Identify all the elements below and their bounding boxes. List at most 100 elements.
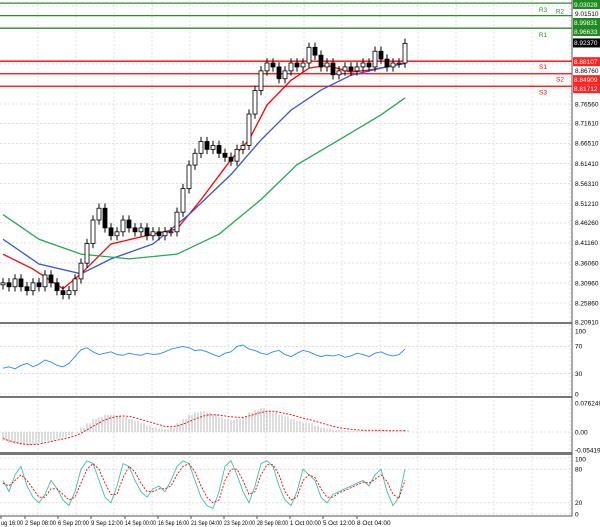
pane-separator bbox=[0, 452, 572, 455]
time-tick-label: 6 Sep 20:00 bbox=[58, 520, 89, 527]
candle-body bbox=[372, 50, 378, 68]
level-label-s1: S1 bbox=[539, 64, 547, 71]
candle-body bbox=[360, 62, 366, 68]
candle-body bbox=[216, 145, 222, 154]
candle-body bbox=[276, 66, 282, 80]
candle-body bbox=[336, 70, 342, 76]
candle-body bbox=[288, 62, 294, 72]
candle-body bbox=[240, 145, 246, 150]
moving-average-line-2 bbox=[2, 97, 406, 260]
candle-body bbox=[390, 62, 396, 68]
time-tick-label: 8 Oct 04:00 bbox=[357, 520, 391, 527]
candle-body bbox=[180, 188, 186, 213]
price-tick-label: 8.20910 bbox=[575, 320, 599, 327]
candle-body bbox=[246, 113, 252, 146]
candle-body bbox=[192, 152, 198, 166]
rsi-tick-label: 70 bbox=[575, 344, 583, 351]
level-price-label: 9.03028 bbox=[574, 2, 598, 9]
price-tick-label: 8.30960 bbox=[575, 280, 599, 287]
candle-body bbox=[120, 219, 126, 233]
stochastic-tick-label: 100 bbox=[575, 456, 586, 463]
candle-body bbox=[402, 42, 408, 64]
rsi-tick-label: 0 bbox=[575, 391, 579, 398]
stochastic-k-line bbox=[2, 460, 406, 510]
candle-body bbox=[330, 62, 336, 76]
price-tick-label: 8.66510 bbox=[575, 141, 599, 148]
candle-body bbox=[144, 227, 150, 237]
price-tick-label: 8.56310 bbox=[575, 181, 599, 188]
time-tick-label: 1 Oct 00:00 bbox=[290, 520, 321, 527]
candle-body bbox=[60, 290, 66, 296]
candle-body bbox=[30, 282, 36, 292]
candle-body bbox=[174, 211, 180, 233]
price-tick-label: 8.36060 bbox=[575, 260, 599, 267]
price-tick-label: 8.25860 bbox=[575, 300, 599, 307]
candle-body bbox=[324, 62, 330, 68]
rsi-pane bbox=[0, 325, 572, 395]
stochastic-tick-label: 0 bbox=[575, 511, 579, 518]
candle-body bbox=[42, 274, 48, 288]
candle-body bbox=[78, 262, 84, 280]
candle-body bbox=[354, 66, 360, 72]
candle-body bbox=[96, 207, 102, 221]
price-tick-label: 8.61410 bbox=[575, 161, 599, 168]
time-tick-label: 14 Sep 00:00 bbox=[125, 520, 156, 527]
candle-body bbox=[48, 274, 54, 284]
macd-pane bbox=[0, 408, 572, 446]
level-label-r1: R1 bbox=[539, 32, 548, 39]
macd-signal-line bbox=[2, 410, 405, 446]
candle-body bbox=[54, 282, 60, 292]
candle-body bbox=[258, 70, 264, 91]
candle-body bbox=[282, 70, 288, 80]
candle-body bbox=[156, 231, 162, 237]
candle-body bbox=[300, 62, 306, 68]
candle-body bbox=[306, 46, 312, 64]
level-price-label: 8.88107 bbox=[574, 59, 598, 66]
level-price-label: 8.84909 bbox=[574, 77, 598, 84]
level-price-box bbox=[573, 57, 600, 67]
level-label-s3: S3 bbox=[539, 89, 547, 96]
level-price-box bbox=[573, 0, 600, 9]
stochastic-tick-label: 20 bbox=[575, 500, 583, 507]
candle-body bbox=[168, 231, 174, 234]
candle-body bbox=[234, 148, 240, 162]
candle-body bbox=[132, 227, 138, 233]
candle-body bbox=[204, 141, 210, 150]
candle-body bbox=[6, 282, 12, 288]
candle-body bbox=[312, 46, 318, 56]
moving-average-line-1 bbox=[2, 62, 406, 275]
candle-body bbox=[264, 62, 270, 72]
stochastic-d-line bbox=[2, 462, 406, 504]
candle-body bbox=[378, 50, 384, 60]
time-tick-label: 21 Sep 04:00 bbox=[191, 520, 222, 527]
time-tick-label: 28 Sep 08:00 bbox=[257, 520, 288, 527]
candle-body bbox=[252, 90, 258, 115]
candle-body bbox=[108, 227, 114, 237]
level-price-label: 8.96633 bbox=[574, 29, 598, 36]
time-tick-label: 16 Sep 16:00 bbox=[158, 520, 189, 527]
candle-body bbox=[66, 290, 72, 296]
level-price-label: 8.99831 bbox=[574, 20, 598, 27]
pane-separator bbox=[0, 322, 572, 324]
time-tick-label: 9 Sep 12:00 bbox=[91, 520, 123, 527]
macd-tick-label: 0.00 bbox=[575, 429, 588, 436]
macd-tick-label: 0.076249 bbox=[575, 400, 600, 407]
candle-body bbox=[396, 62, 402, 65]
candle-body bbox=[84, 243, 90, 264]
stochastic-tick-label: 80 bbox=[575, 467, 583, 474]
rsi-tick-label: 30 bbox=[575, 371, 583, 378]
candle-body bbox=[294, 62, 300, 68]
candle-body bbox=[318, 54, 324, 68]
price-tick-label: 8.51210 bbox=[575, 201, 599, 208]
candle-body bbox=[24, 286, 30, 292]
rsi-line bbox=[2, 344, 406, 370]
last-price-label: 8.92370 bbox=[574, 40, 598, 47]
candle-body bbox=[384, 58, 390, 68]
level-price-box bbox=[573, 75, 600, 85]
candle-body bbox=[102, 207, 108, 229]
price-tick-label: 8.86760 bbox=[575, 68, 599, 75]
candle-body bbox=[228, 156, 234, 162]
level-price-box bbox=[573, 18, 600, 27]
candle-body bbox=[186, 164, 192, 190]
price-tick-label: 9.01510 bbox=[575, 11, 599, 18]
